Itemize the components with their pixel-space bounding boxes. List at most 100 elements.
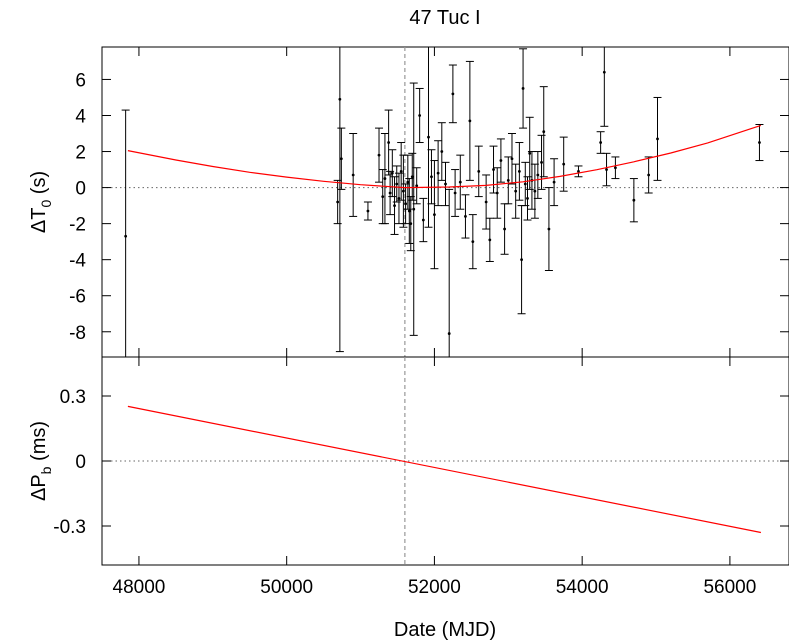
data-point [419, 197, 428, 243]
data-point [517, 205, 526, 315]
point-marker [418, 114, 422, 117]
data-point [482, 174, 491, 230]
y-tick-label: 0 [75, 452, 86, 473]
y-tick-label: 2 [75, 143, 86, 164]
x-tick-label: 50000 [260, 577, 313, 598]
point-marker [656, 137, 659, 141]
data-point [485, 217, 494, 262]
data-point [363, 201, 372, 221]
data-point [430, 160, 439, 270]
data-point [390, 176, 399, 235]
data-point [530, 163, 539, 219]
data-point [550, 158, 559, 207]
point-marker [366, 209, 370, 213]
figure-title: 47 Tuc I [409, 7, 480, 29]
data-point [409, 82, 418, 336]
x-tick-label: 52000 [408, 577, 461, 598]
point-marker [412, 207, 416, 211]
point-marker [388, 191, 392, 195]
x-axis-label: Date (MJD) [394, 619, 496, 641]
data-point [539, 86, 548, 178]
x-axis: 48000 50000 52000 54000 56000 [113, 47, 756, 598]
data-point [465, 60, 474, 181]
point-marker [410, 175, 414, 179]
data-point [511, 163, 520, 219]
data-point [653, 96, 662, 181]
data-point [384, 109, 393, 176]
point-marker [338, 97, 342, 101]
data-point [519, 48, 528, 129]
residual-points [121, 47, 764, 357]
data-point [121, 109, 130, 357]
point-marker [614, 166, 617, 170]
data-point [412, 167, 421, 205]
point-marker [528, 151, 532, 155]
data-point [515, 142, 524, 201]
point-marker [464, 215, 467, 218]
point-marker [542, 130, 546, 134]
point-marker [492, 168, 495, 171]
point-marker [390, 171, 394, 175]
data-point [456, 154, 465, 210]
data-point [451, 169, 460, 217]
data-point [468, 214, 477, 270]
point-marker [471, 240, 475, 244]
quadratic-fit-curve [127, 124, 762, 189]
point-marker [503, 227, 506, 231]
point-marker [484, 200, 488, 204]
point-marker [440, 150, 444, 153]
point-marker [444, 182, 447, 186]
data-point [397, 142, 406, 201]
point-marker [647, 173, 651, 177]
delta-pb-panel: 0.3 0 -0.3 48000 50000 52000 54000 56000 ΔPb (… [28, 47, 789, 641]
y-tick-label: -0.3 [53, 517, 86, 538]
y-tick-label: -2 [69, 215, 86, 236]
data-point [405, 178, 414, 244]
data-point [644, 156, 653, 194]
point-marker [632, 198, 636, 202]
data-point [380, 133, 389, 225]
linear-fit-line [127, 405, 762, 534]
data-point [394, 172, 403, 225]
data-point [611, 156, 620, 180]
delta-t0-panel: 6 4 2 0 -2 -4 -6 -8 ΔT0 (s) [28, 46, 789, 358]
point-marker [605, 168, 608, 171]
point-marker [499, 159, 503, 162]
point-marker [430, 175, 433, 179]
point-marker [387, 141, 391, 144]
x-tick-label: 54000 [556, 577, 609, 598]
data-point [445, 188, 454, 357]
point-marker [407, 209, 411, 213]
point-marker [404, 202, 408, 206]
point-marker [577, 169, 580, 173]
point-marker [395, 182, 399, 186]
data-point [408, 152, 417, 201]
data-point [544, 187, 553, 271]
point-marker [427, 135, 430, 139]
point-marker [124, 234, 128, 238]
x-tick-label: 56000 [703, 577, 756, 598]
data-point [448, 64, 457, 124]
point-marker [533, 189, 537, 193]
point-marker [409, 222, 413, 226]
data-point [489, 145, 498, 194]
data-point [574, 165, 583, 178]
data-point [493, 167, 502, 219]
data-point [424, 47, 433, 228]
point-marker [381, 195, 385, 198]
y-tick-label: -4 [69, 251, 86, 272]
point-marker [447, 332, 451, 335]
point-marker [536, 173, 540, 177]
point-marker [377, 153, 381, 157]
data-point [434, 140, 443, 207]
data-point [629, 178, 638, 223]
data-point [461, 194, 470, 239]
point-marker [521, 87, 525, 90]
y-tick-label: 4 [75, 106, 86, 127]
point-marker [336, 200, 340, 204]
data-point [602, 152, 611, 187]
bottom-y-axis-label: ΔPb (ms) [28, 421, 54, 501]
data-point [533, 151, 542, 199]
y-tick-label: 0 [75, 179, 86, 200]
point-marker [397, 196, 401, 200]
